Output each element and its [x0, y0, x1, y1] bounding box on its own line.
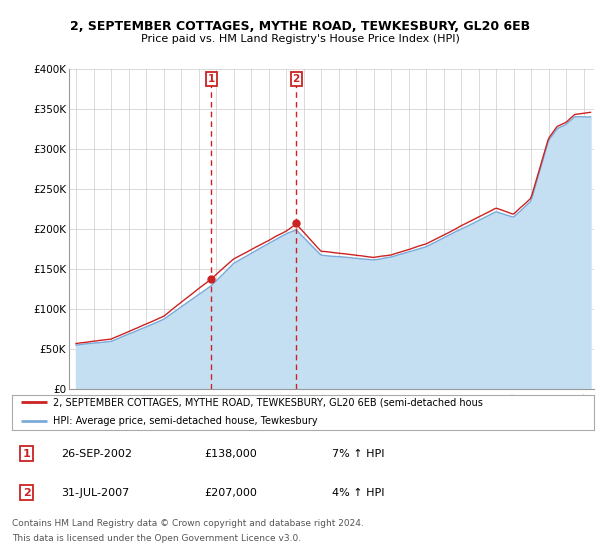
Text: 31-JUL-2007: 31-JUL-2007: [61, 488, 130, 498]
Text: 26-SEP-2002: 26-SEP-2002: [61, 449, 133, 459]
Text: This data is licensed under the Open Government Licence v3.0.: This data is licensed under the Open Gov…: [12, 534, 301, 543]
Text: 2: 2: [293, 74, 300, 83]
Text: 2, SEPTEMBER COTTAGES, MYTHE ROAD, TEWKESBURY, GL20 6EB: 2, SEPTEMBER COTTAGES, MYTHE ROAD, TEWKE…: [70, 20, 530, 32]
Text: Price paid vs. HM Land Registry's House Price Index (HPI): Price paid vs. HM Land Registry's House …: [140, 34, 460, 44]
Text: 1: 1: [208, 74, 215, 83]
Text: HPI: Average price, semi-detached house, Tewkesbury: HPI: Average price, semi-detached house,…: [53, 416, 317, 426]
Text: 2: 2: [23, 488, 31, 498]
Text: Contains HM Land Registry data © Crown copyright and database right 2024.: Contains HM Land Registry data © Crown c…: [12, 519, 364, 528]
Text: 7% ↑ HPI: 7% ↑ HPI: [332, 449, 385, 459]
Text: 1: 1: [23, 449, 31, 459]
Text: 2, SEPTEMBER COTTAGES, MYTHE ROAD, TEWKESBURY, GL20 6EB (semi-detached hous: 2, SEPTEMBER COTTAGES, MYTHE ROAD, TEWKE…: [53, 398, 482, 408]
Text: £138,000: £138,000: [204, 449, 257, 459]
Text: 4% ↑ HPI: 4% ↑ HPI: [332, 488, 385, 498]
Text: £207,000: £207,000: [204, 488, 257, 498]
